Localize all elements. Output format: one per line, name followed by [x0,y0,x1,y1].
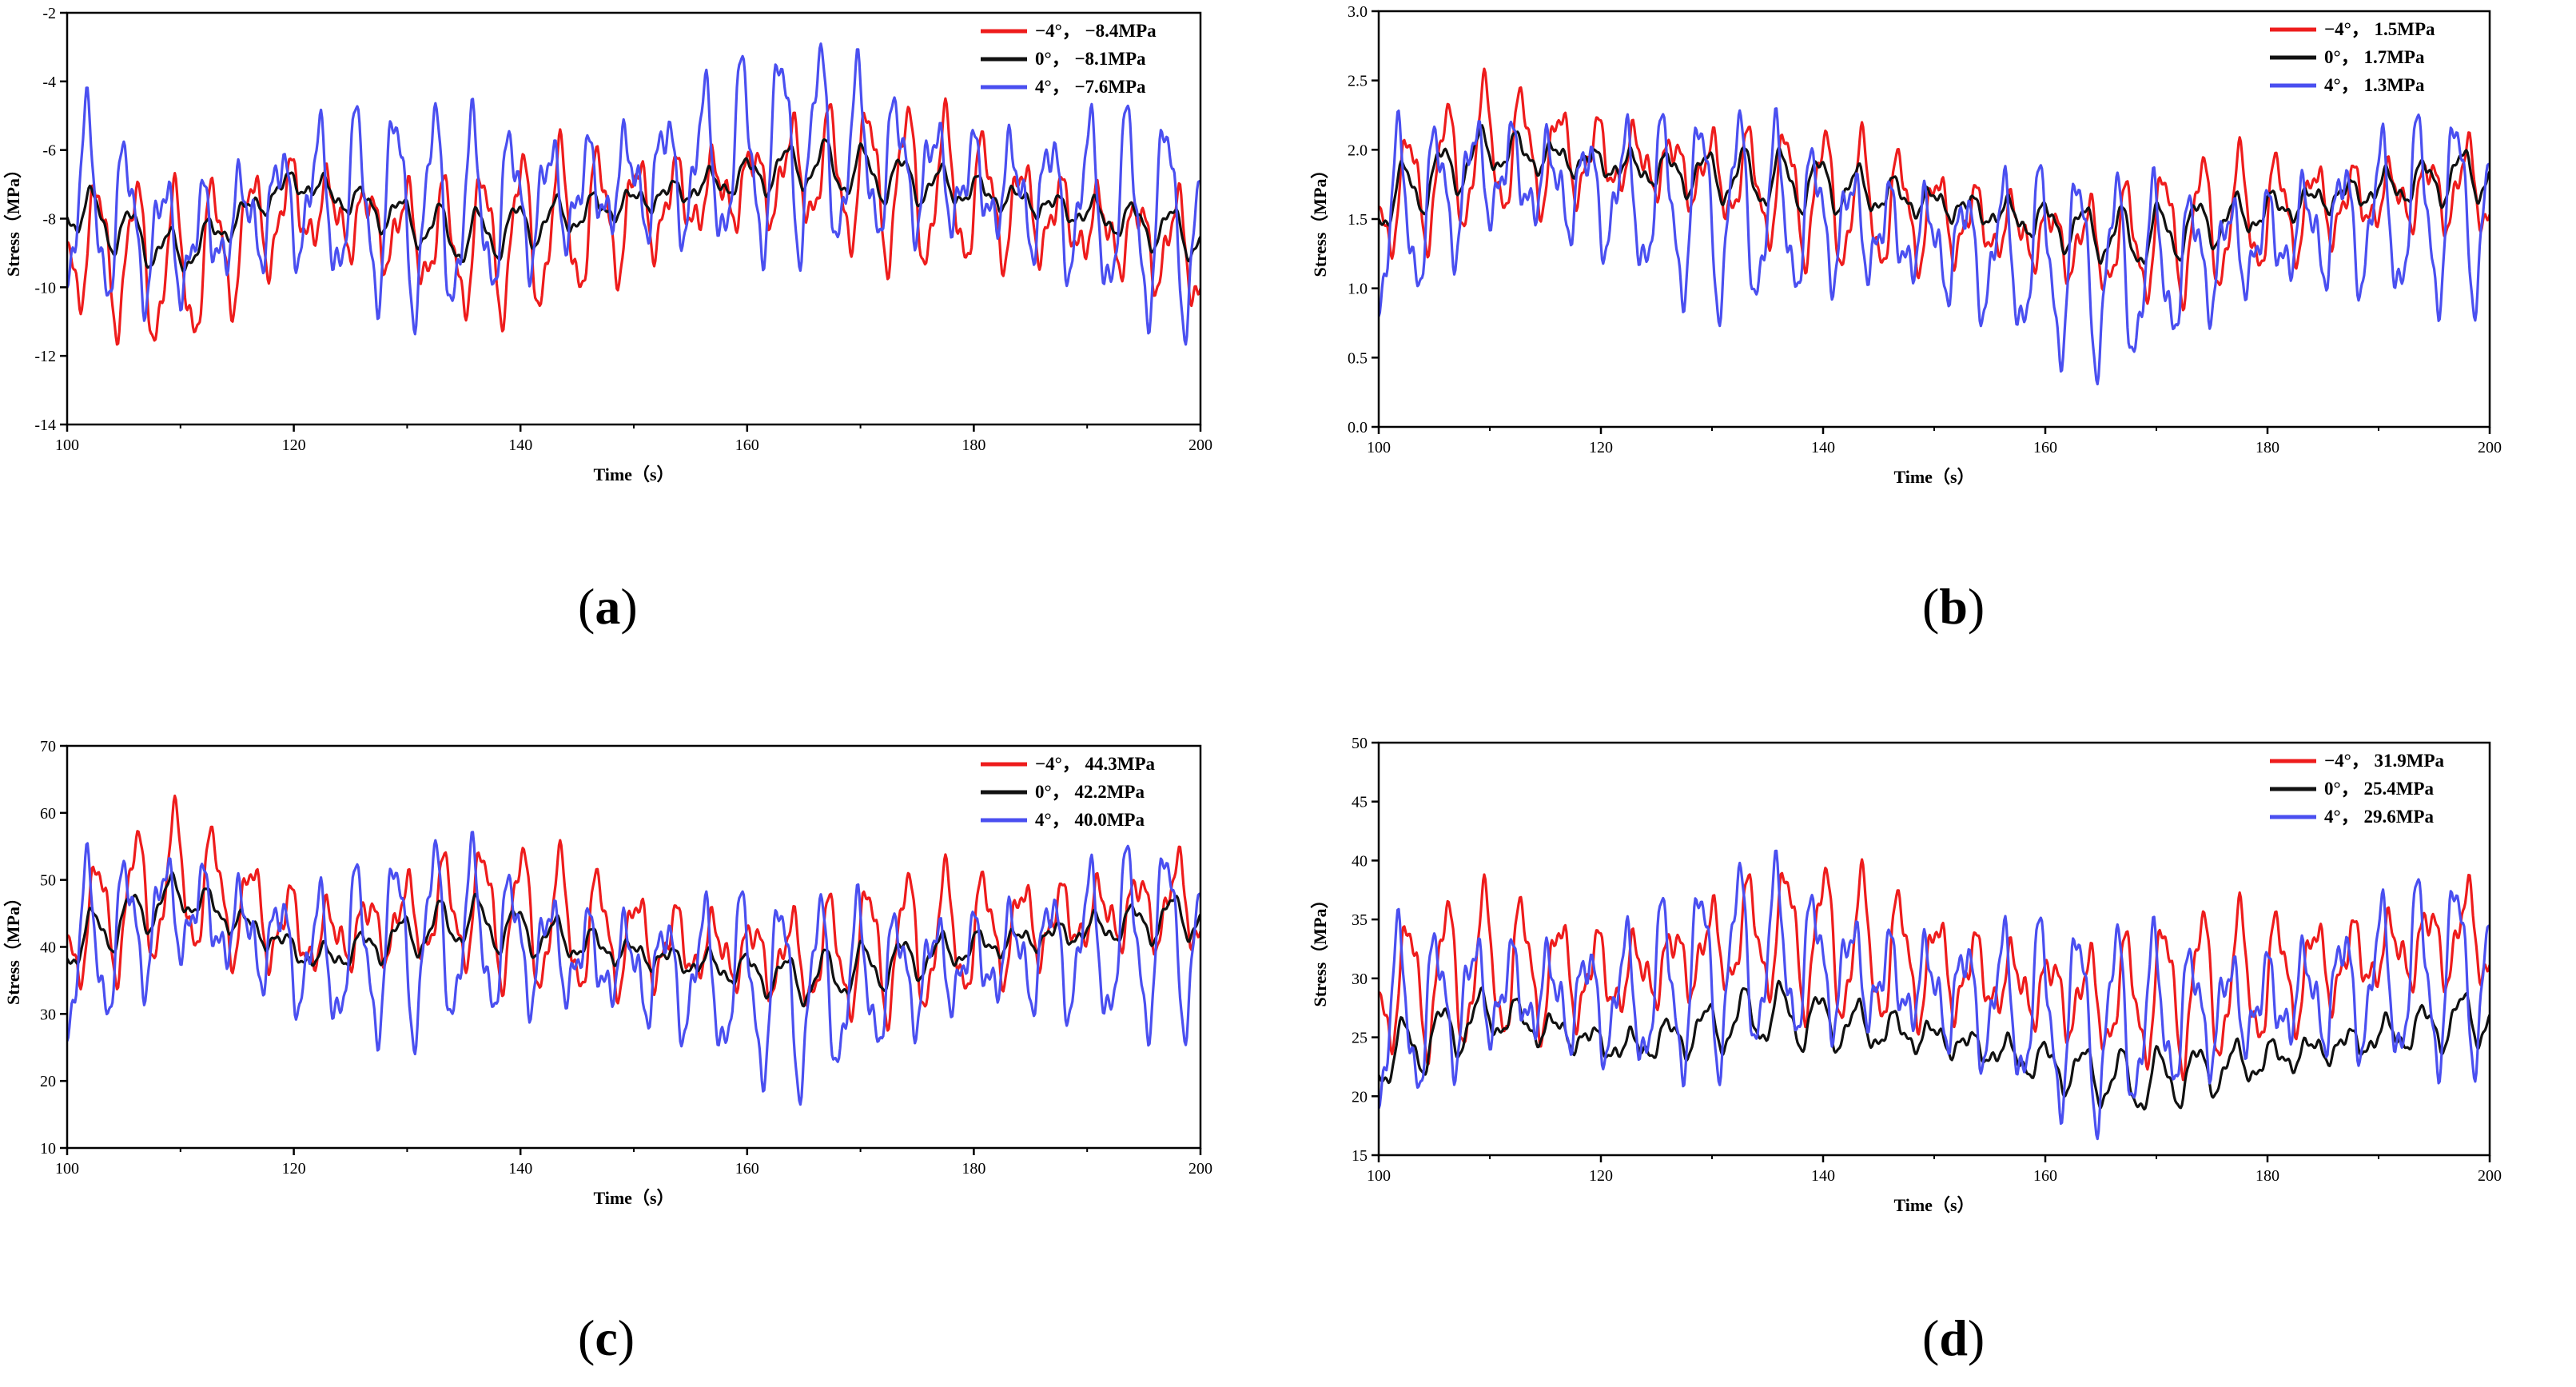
chart-b-y-tick-label: 1.5 [1348,211,1368,229]
panel-label-a: (a) [578,578,638,635]
chart-c-series-line-2 [67,831,1200,1106]
chart-c-legend-label-2: 4°， 40.0MPa [1035,810,1145,830]
chart-c-y-tick-label: 70 [40,738,56,755]
chart-c-legend-label-0: −4°， 44.3MPa [1035,754,1156,774]
chart-a-y-tick-label: -8 [42,211,56,229]
chart-a-y-tick-label: -2 [42,5,56,22]
chart-b-series-line-2 [1379,107,2490,386]
panel-label-c: (c) [578,1309,635,1366]
chart-d-legend-label-1: 0°， 25.4MPa [2324,779,2434,799]
chart-c-x-tick-label: 100 [55,1160,79,1178]
chart-b-series-group [1379,67,2490,386]
chart-b-y-tick-label: 2.5 [1348,73,1368,90]
chart-b-plot-frame [1377,10,2491,428]
chart-d-y-tick-label: 45 [1352,794,1368,811]
chart-b-y-tick-label: 0.5 [1348,349,1368,367]
chart-panel-a: 100 120 140 160 180 200 -14 -12 -10 -8 -6 -4 -2 Time（… [0,0,1288,693]
chart-a-x-axis-label: Time（s） [593,464,674,484]
chart-d-series-group [1379,849,2490,1141]
chart-c-y-tick-label: 20 [40,1073,56,1090]
chart-panel-c: 100 120 140 160 180 200 10 20 30 40 50 60 70 Time（s） S… [0,693,1288,1387]
chart-a-y-tick-label: -14 [34,416,56,434]
chart-c-y-tick-label: 30 [40,1006,56,1023]
chart-a-legend-label-2: 4°， −7.6MPa [1035,77,1146,97]
chart-d-y-tick-label: 35 [1352,911,1368,929]
chart-a-x-tick-label: 200 [1188,436,1212,454]
chart-b-y-tick-label: 0.0 [1348,419,1368,436]
chart-a-x-tick-label: 100 [55,436,79,454]
chart-a-series-line-2 [67,42,1200,346]
chart-b-legend-label-0: −4°， 1.5MPa [2324,19,2435,39]
chart-d-series-line-0 [1379,858,2490,1082]
chart-c-y-tick-label: 10 [40,1140,56,1158]
chart-d-svg: 100 120 140 160 180 200 15 20 25 30 35 40 45 50 Time（s… [1310,735,2502,1215]
chart-b-x-tick-label: 200 [2478,439,2502,456]
chart-d-series-line-2 [1379,849,2490,1141]
chart-d-legend-label-0: −4°， 31.9MPa [2324,751,2445,771]
chart-c-x-tick-label: 160 [735,1160,759,1178]
chart-d-y-axis-label: Stress（MPa） [1310,891,1330,1006]
chart-b-x-tick-label: 100 [1367,439,1391,456]
chart-d-x-tick-label: 200 [2478,1167,2502,1185]
chart-b-x-tick-label: 140 [1811,439,1835,456]
chart-b-svg: 100 120 140 160 180 200 0.0 0.5 1.0 1.5 2.0 2.5 3.0 T… [1310,3,2502,487]
chart-d-x-tick-label: 100 [1367,1167,1391,1185]
chart-d-y-tick-label: 50 [1352,735,1368,752]
chart-c-x-tick-label: 140 [508,1160,532,1178]
chart-a-svg: 100 120 140 160 180 200 -14 -12 -10 -8 -6 -4 -2 Time（… [3,5,1212,484]
chart-c-svg: 100 120 140 160 180 200 10 20 30 40 50 60 70 Time（s） S… [3,738,1212,1208]
chart-c-x-axis-label: Time（s） [593,1188,674,1208]
chart-a-x-tick-label: 140 [508,436,532,454]
chart-panel-d: 100 120 140 160 180 200 15 20 25 30 35 40 45 50 Time（s… [1288,693,2576,1387]
chart-d-x-tick-label: 120 [1589,1167,1613,1185]
chart-a-y-tick-label: -4 [42,74,56,91]
chart-d-y-tick-label: 30 [1352,971,1368,988]
chart-b-x-tick-label: 160 [2033,439,2057,456]
chart-d-x-tick-label: 140 [1811,1167,1835,1185]
chart-panel-b: 100 120 140 160 180 200 0.0 0.5 1.0 1.5 2.0 2.5 3.0 T… [1288,0,2576,693]
chart-b-y-tick-label: 3.0 [1348,3,1368,21]
chart-c-x-tick-label: 200 [1188,1160,1212,1178]
chart-d-x-axis-label: Time（s） [1893,1195,1974,1215]
chart-a-x-tick-label: 160 [735,436,759,454]
chart-b-x-tick-label: 180 [2255,439,2279,456]
chart-a-y-tick-label: -10 [34,279,56,297]
chart-b-y-tick-label: 1.0 [1348,281,1368,298]
chart-c-series-line-0 [67,794,1200,1032]
chart-a-legend-label-0: −4°， −8.4MPa [1035,21,1157,41]
chart-b-y-tick-label: 2.0 [1348,141,1368,159]
panel-label-b: (b) [1922,578,1985,635]
chart-c-y-tick-label: 50 [40,872,56,890]
chart-d-y-tick-label: 40 [1352,852,1368,870]
chart-a-y-axis-label: Stress（MPa） [3,161,23,277]
chart-b-x-axis-label: Time（s） [1893,467,1974,487]
chart-d-y-tick-label: 15 [1352,1147,1368,1165]
chart-c-y-tick-label: 60 [40,805,56,823]
chart-a-series-group [67,42,1200,346]
chart-b-y-axis-label: Stress（MPa） [1310,161,1330,277]
panel-label-d: (d) [1922,1309,1985,1366]
chart-b-legend-label-2: 4°， 1.3MPa [2324,75,2425,95]
chart-c-y-tick-label: 40 [40,939,56,957]
chart-d-x-tick-label: 160 [2033,1167,2057,1185]
chart-a-x-tick-label: 180 [962,436,985,454]
chart-a-y-tick-label: -6 [42,142,56,160]
chart-d-x-tick-label: 180 [2255,1167,2279,1185]
chart-c-x-tick-label: 180 [962,1160,985,1178]
chart-c-legend-label-1: 0°， 42.2MPa [1035,782,1145,802]
chart-d-legend-label-2: 4°， 29.6MPa [2324,807,2434,827]
chart-a-x-tick-label: 120 [282,436,306,454]
chart-d-y-tick-label: 20 [1352,1088,1368,1106]
chart-a-y-tick-label: -12 [34,348,56,365]
chart-a-series-line-1 [67,138,1200,273]
chart-c-y-axis-label: Stress（MPa） [3,889,23,1005]
chart-b-x-tick-label: 120 [1589,439,1613,456]
chart-d-y-tick-label: 25 [1352,1030,1368,1047]
chart-c-series-group [67,794,1200,1106]
chart-b-legend-label-1: 0°， 1.7MPa [2324,47,2425,67]
chart-a-legend-label-1: 0°， −8.1MPa [1035,49,1146,69]
chart-c-x-tick-label: 120 [282,1160,306,1178]
